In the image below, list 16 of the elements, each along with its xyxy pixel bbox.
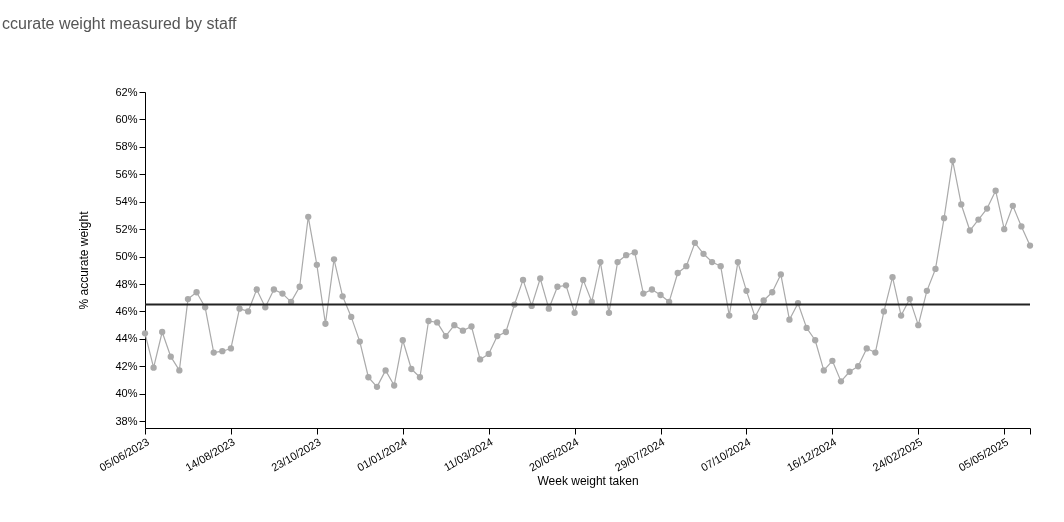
- y-tick-label: 42%: [115, 359, 138, 372]
- y-tick-label: 44%: [115, 332, 138, 345]
- y-tick-label: 62%: [115, 85, 138, 98]
- y-tick-label: 56%: [115, 167, 138, 180]
- y-tick-label: 60%: [115, 112, 138, 125]
- y-tick-label: 46%: [115, 304, 138, 317]
- x-axis-title: Week weight taken: [537, 473, 639, 488]
- y-tick-label: 50%: [115, 250, 138, 263]
- y-tick-label: 48%: [115, 277, 138, 290]
- chart-subtitle: ccurate weight measured by staff: [2, 15, 238, 32]
- y-axis-title: % accurate weight: [77, 210, 92, 310]
- y-tick-label: 52%: [115, 222, 138, 235]
- y-tick-label: 40%: [115, 387, 138, 400]
- y-tick-label: 38%: [115, 414, 138, 427]
- y-tick-label: 54%: [115, 195, 138, 208]
- y-tick-label: 58%: [115, 140, 138, 153]
